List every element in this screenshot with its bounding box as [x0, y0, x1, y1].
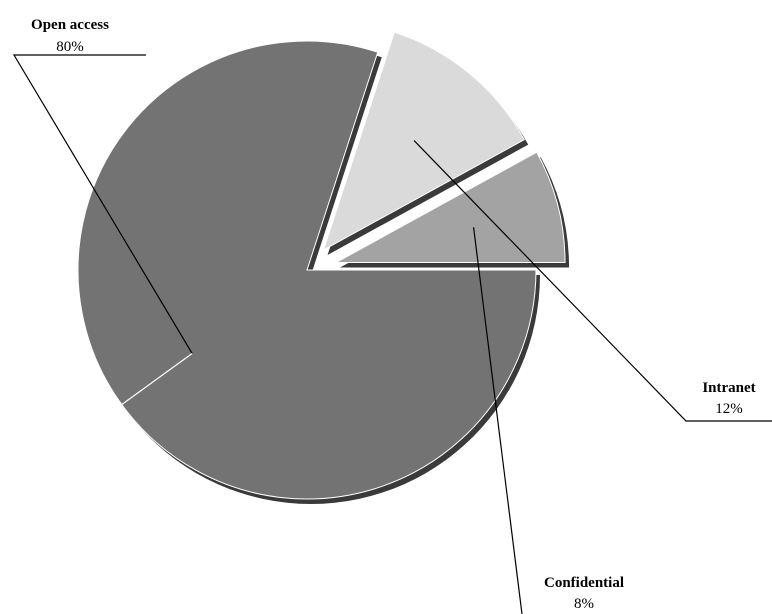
slice-label-intranet: Intranet [702, 380, 755, 396]
pie-slices [77, 31, 566, 500]
leader-line-intranet [413, 140, 772, 422]
leader-lines [12, 54, 772, 614]
leader-line-confidential [472, 227, 523, 614]
leader-line-open-access [12, 54, 193, 354]
slice-value-intranet: 12% [715, 401, 743, 417]
leader-line-open-access-inner [121, 352, 193, 406]
slice-value-open-access: 80% [56, 39, 84, 55]
slice-open-access [77, 40, 537, 500]
slice-confidential [335, 151, 566, 264]
slice-label-confidential: Confidential [544, 575, 624, 591]
slice-value-confidential: 8% [574, 596, 594, 612]
label-open-access: Open access 80% [31, 17, 109, 55]
label-confidential: Confidential 8% [544, 575, 624, 612]
label-intranet: Intranet 12% [702, 380, 755, 417]
slice-label-open-access: Open access [31, 17, 109, 33]
slice-intranet [322, 31, 525, 252]
